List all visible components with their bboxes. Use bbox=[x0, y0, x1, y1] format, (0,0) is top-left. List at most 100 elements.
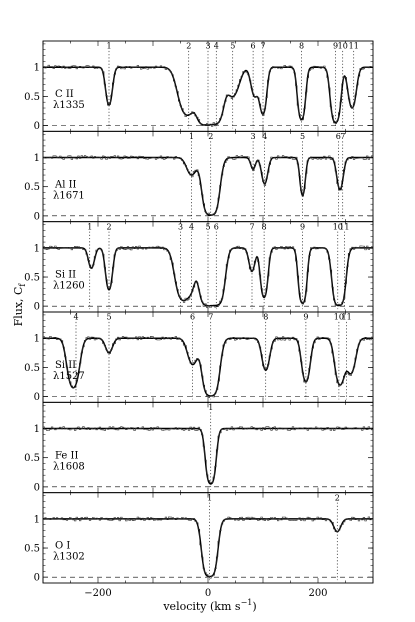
model-fit-line bbox=[43, 66, 373, 126]
panel-ion-label: O I bbox=[55, 541, 70, 552]
component-label: 6 bbox=[336, 132, 341, 141]
panel-ion-label: C II bbox=[55, 89, 74, 100]
x-axis-title-superscript: −1 bbox=[241, 598, 253, 607]
panel-ion-label: Si II bbox=[55, 360, 76, 371]
component-label: 9 bbox=[303, 313, 308, 322]
component-label: 4 bbox=[189, 222, 194, 231]
y-tick-label: 1 bbox=[34, 243, 40, 254]
panel-frame bbox=[42, 311, 374, 403]
component-label: 4 bbox=[214, 42, 219, 51]
model-fit-line bbox=[43, 156, 373, 216]
component-label: 6 bbox=[251, 42, 256, 51]
component-label: 5 bbox=[205, 222, 210, 231]
component-label: 5 bbox=[300, 132, 305, 141]
component-label: 5 bbox=[230, 42, 235, 51]
component-label: 9 bbox=[300, 222, 305, 231]
component-label: 11 bbox=[349, 42, 359, 51]
y-tick-label: 1 bbox=[34, 514, 40, 525]
panel-line-label: λ1260 bbox=[53, 281, 85, 292]
x-tick-label: −200 bbox=[84, 588, 111, 599]
panel-line-label: λ1608 bbox=[53, 461, 85, 472]
component-label: 1 bbox=[189, 132, 194, 141]
observed-spectrum-line bbox=[43, 336, 373, 398]
component-label: 5 bbox=[106, 313, 111, 322]
x-axis-title-close: ) bbox=[252, 600, 256, 613]
component-label: 11 bbox=[342, 313, 352, 322]
panel-line-label: λ1671 bbox=[53, 190, 85, 201]
y-tick-label: 0.5 bbox=[24, 363, 40, 374]
y-tick-label: 0.5 bbox=[24, 453, 40, 464]
y-tick-label: 0 bbox=[34, 302, 40, 313]
component-label: 2 bbox=[106, 222, 111, 231]
panel-frame bbox=[42, 492, 374, 584]
y-tick-label: 0 bbox=[34, 392, 40, 403]
x-axis-title-main: velocity (km s bbox=[162, 600, 241, 613]
panel-line-label: λ1335 bbox=[53, 100, 85, 111]
component-label: 4 bbox=[262, 132, 267, 141]
y-tick-label: 1 bbox=[34, 334, 40, 345]
y-tick-label: 1 bbox=[34, 424, 40, 435]
component-label: 6 bbox=[214, 222, 219, 231]
axes-layer: velocity (km s−1) Flux, Cf bbox=[12, 283, 257, 613]
x-tick-label: 200 bbox=[308, 588, 327, 599]
component-label: 3 bbox=[251, 132, 256, 141]
component-label: 9 bbox=[333, 42, 338, 51]
model-fit-line bbox=[43, 518, 373, 578]
component-label: 2 bbox=[186, 42, 191, 51]
component-label: 10 bbox=[338, 42, 348, 51]
y-tick-label: 0.5 bbox=[24, 182, 40, 193]
component-label: 2 bbox=[335, 493, 340, 502]
panel-ion-label: Si II bbox=[55, 270, 76, 281]
x-axis-title: velocity (km s−1) bbox=[162, 598, 256, 613]
component-label: 1 bbox=[106, 42, 111, 51]
y-axis-title-main: Flux, C bbox=[12, 287, 25, 327]
observed-spectrum-line bbox=[43, 426, 373, 484]
component-label: 10 bbox=[333, 222, 343, 231]
panel-ion-label: Al II bbox=[54, 179, 77, 190]
component-label: 7 bbox=[260, 42, 265, 51]
y-tick-label: 0 bbox=[34, 482, 40, 493]
y-tick-label: 1 bbox=[34, 63, 40, 74]
component-label: 7 bbox=[340, 132, 345, 141]
model-fit-line bbox=[43, 337, 373, 397]
panel-line-label: λ1527 bbox=[53, 371, 85, 382]
y-axis-title-subscript: f bbox=[18, 283, 27, 287]
component-label: 10 bbox=[334, 313, 344, 322]
component-label: 4 bbox=[73, 313, 78, 322]
y-tick-label: 1 bbox=[34, 153, 40, 164]
component-label: 2 bbox=[208, 132, 213, 141]
component-label: 8 bbox=[262, 222, 267, 231]
y-tick-label: 0.5 bbox=[24, 273, 40, 284]
component-label: 6 bbox=[190, 313, 195, 322]
component-label: 8 bbox=[299, 42, 304, 51]
component-label: 11 bbox=[339, 222, 349, 231]
y-tick-label: 0.5 bbox=[24, 92, 40, 103]
component-label: 3 bbox=[205, 42, 210, 51]
y-tick-label: 0 bbox=[34, 121, 40, 132]
y-tick-label: 0 bbox=[34, 211, 40, 222]
component-label: 8 bbox=[263, 313, 268, 322]
component-label: 1 bbox=[208, 403, 213, 412]
y-axis-title: Flux, Cf bbox=[12, 283, 27, 327]
component-label: 7 bbox=[208, 313, 213, 322]
panel-frame bbox=[42, 130, 374, 223]
component-label: 7 bbox=[249, 222, 254, 231]
panel-ion-label: Fe II bbox=[55, 450, 78, 461]
y-tick-label: 0.5 bbox=[24, 544, 40, 555]
component-label: 3 bbox=[178, 222, 183, 231]
observed-spectrum-line bbox=[43, 516, 373, 579]
component-label: 1 bbox=[87, 222, 92, 231]
observed-spectrum-line bbox=[43, 245, 373, 308]
component-label: 1 bbox=[207, 493, 212, 502]
x-tick-label: 0 bbox=[205, 588, 211, 599]
panel-line-label: λ1302 bbox=[53, 552, 85, 563]
